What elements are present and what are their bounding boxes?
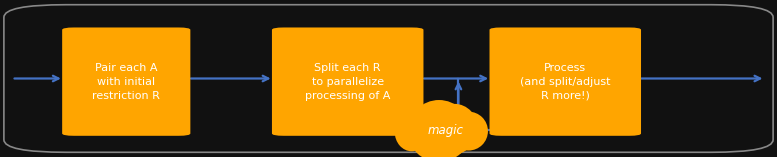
FancyBboxPatch shape	[490, 27, 641, 136]
FancyBboxPatch shape	[272, 27, 423, 136]
Ellipse shape	[449, 112, 488, 151]
Text: Split each R
to parallelize
processing of A: Split each R to parallelize processing o…	[305, 63, 390, 101]
Ellipse shape	[431, 104, 478, 154]
Ellipse shape	[395, 112, 429, 151]
Ellipse shape	[408, 100, 470, 157]
FancyBboxPatch shape	[62, 27, 190, 136]
Ellipse shape	[447, 112, 478, 143]
Ellipse shape	[402, 108, 445, 152]
Text: magic: magic	[427, 124, 463, 137]
Text: Process
(and split/adjust
R more!): Process (and split/adjust R more!)	[520, 63, 611, 101]
Text: Pair each A
with initial
restriction R: Pair each A with initial restriction R	[92, 63, 160, 101]
Ellipse shape	[414, 111, 448, 145]
Ellipse shape	[420, 110, 474, 157]
